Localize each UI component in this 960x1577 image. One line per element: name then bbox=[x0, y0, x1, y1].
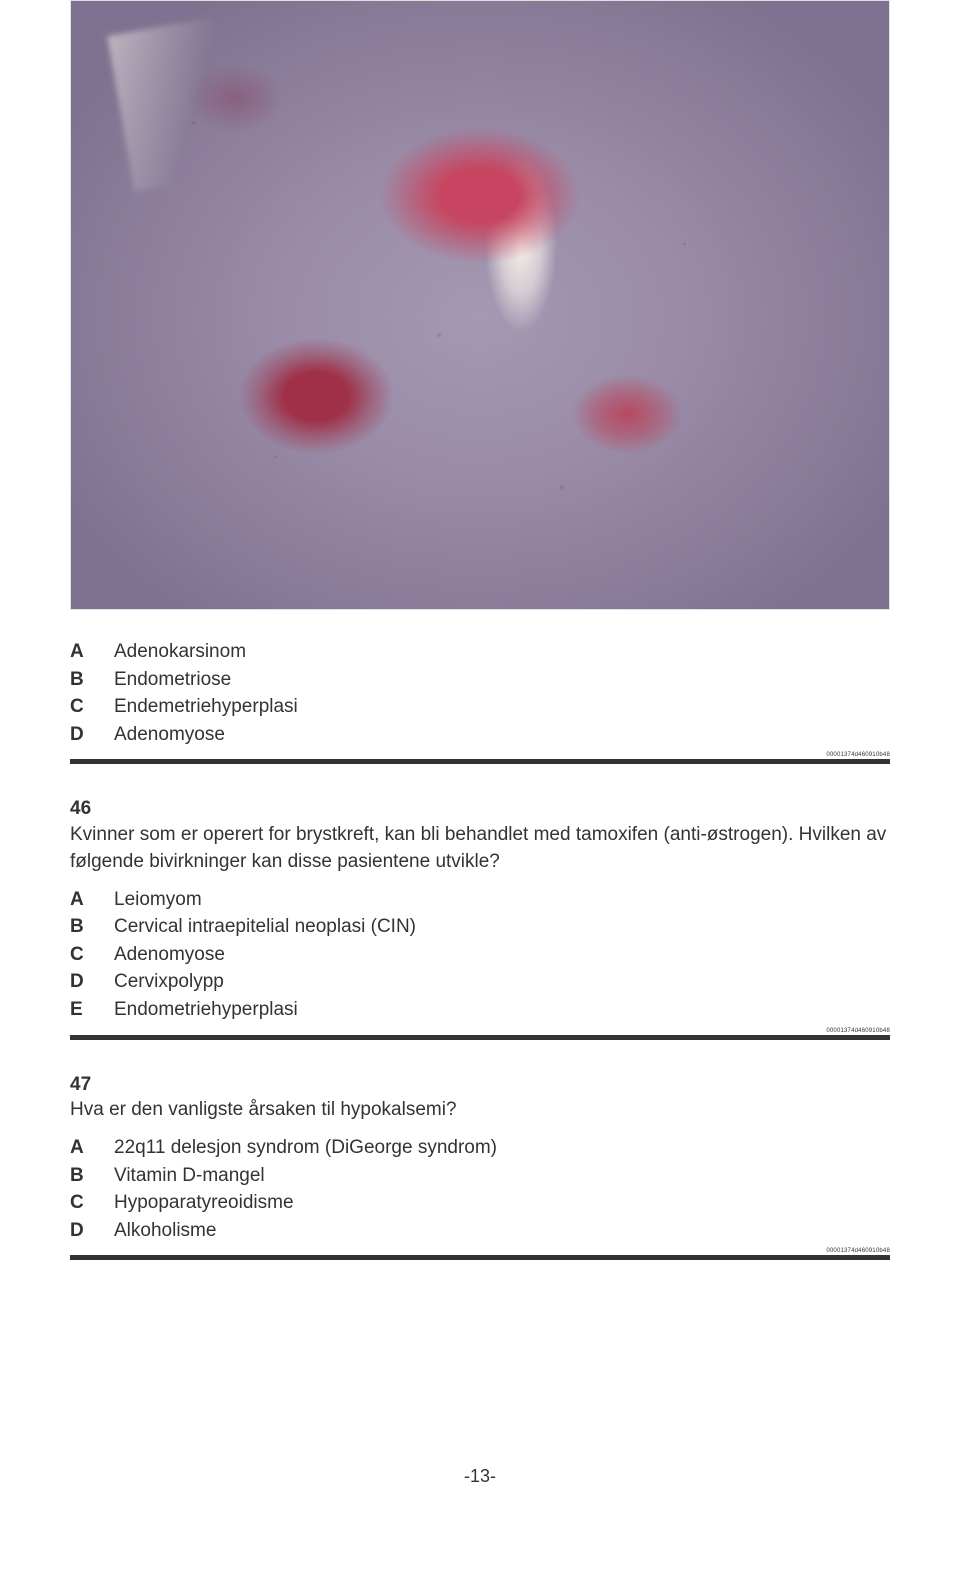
option-text: Vitamin D-mangel bbox=[114, 1162, 890, 1190]
option-letter: C bbox=[70, 693, 114, 721]
option-letter: B bbox=[70, 666, 114, 694]
option-letter: A bbox=[70, 1134, 114, 1162]
option-row: A Leiomyom bbox=[70, 886, 890, 914]
option-letter: B bbox=[70, 913, 114, 941]
option-letter: E bbox=[70, 996, 114, 1024]
option-row: B Endometriose bbox=[70, 666, 890, 694]
option-text: 22q11 delesjon syndrom (DiGeorge syndrom… bbox=[114, 1134, 890, 1162]
option-letter: D bbox=[70, 1217, 114, 1245]
option-text: Adenomyose bbox=[114, 941, 890, 969]
option-row: E Endometriehyperplasi bbox=[70, 996, 890, 1024]
question-divider: 00001374d460910b48 bbox=[70, 1250, 890, 1266]
q47-options: A 22q11 delesjon syndrom (DiGeorge syndr… bbox=[70, 1134, 890, 1244]
question-text: Hva er den vanligste årsaken til hypokal… bbox=[70, 1097, 890, 1124]
histology-image bbox=[70, 0, 890, 610]
option-letter: D bbox=[70, 721, 114, 749]
hash-code: 00001374d460910b48 bbox=[826, 1248, 890, 1254]
option-text: Endometriehyperplasi bbox=[114, 996, 890, 1024]
option-text: Cervixpolypp bbox=[114, 968, 890, 996]
question-divider: 00001374d460910b48 bbox=[70, 1030, 890, 1046]
option-text: Hypoparatyreoidisme bbox=[114, 1189, 890, 1217]
option-letter: A bbox=[70, 638, 114, 666]
option-letter: B bbox=[70, 1162, 114, 1190]
question-divider: 00001374d460910b48 bbox=[70, 754, 890, 770]
q45-options: A Adenokarsinom B Endometriose C Endemet… bbox=[70, 638, 890, 748]
option-row: A Adenokarsinom bbox=[70, 638, 890, 666]
page: A Adenokarsinom B Endometriose C Endemet… bbox=[0, 0, 960, 1527]
option-text: Adenokarsinom bbox=[114, 638, 890, 666]
option-row: D Cervixpolypp bbox=[70, 968, 890, 996]
page-number: -13- bbox=[70, 1466, 890, 1487]
option-row: C Adenomyose bbox=[70, 941, 890, 969]
option-letter: A bbox=[70, 886, 114, 914]
option-row: C Endemetriehyperplasi bbox=[70, 693, 890, 721]
option-letter: C bbox=[70, 1189, 114, 1217]
divider-bar bbox=[70, 1035, 890, 1040]
question-number: 47 bbox=[70, 1072, 890, 1098]
option-letter: D bbox=[70, 968, 114, 996]
divider-bar bbox=[70, 759, 890, 764]
question-text: Kvinner som er operert for brystkreft, k… bbox=[70, 822, 890, 876]
hash-code: 00001374d460910b48 bbox=[826, 752, 890, 758]
option-row: B Cervical intraepitelial neoplasi (CIN) bbox=[70, 913, 890, 941]
option-row: D Alkoholisme bbox=[70, 1217, 890, 1245]
option-row: B Vitamin D-mangel bbox=[70, 1162, 890, 1190]
option-text: Alkoholisme bbox=[114, 1217, 890, 1245]
option-row: C Hypoparatyreoidisme bbox=[70, 1189, 890, 1217]
option-text: Adenomyose bbox=[114, 721, 890, 749]
option-text: Leiomyom bbox=[114, 886, 890, 914]
option-row: D Adenomyose bbox=[70, 721, 890, 749]
divider-bar bbox=[70, 1255, 890, 1260]
option-letter: C bbox=[70, 941, 114, 969]
option-row: A 22q11 delesjon syndrom (DiGeorge syndr… bbox=[70, 1134, 890, 1162]
option-text: Endometriose bbox=[114, 666, 890, 694]
q46-options: A Leiomyom B Cervical intraepitelial neo… bbox=[70, 886, 890, 1024]
option-text: Endemetriehyperplasi bbox=[114, 693, 890, 721]
hash-code: 00001374d460910b48 bbox=[826, 1028, 890, 1034]
option-text: Cervical intraepitelial neoplasi (CIN) bbox=[114, 913, 890, 941]
question-number: 46 bbox=[70, 796, 890, 822]
